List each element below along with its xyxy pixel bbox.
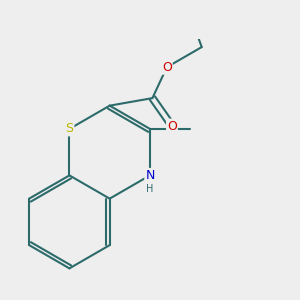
Text: H: H bbox=[146, 184, 154, 194]
Text: S: S bbox=[65, 122, 74, 135]
Text: O: O bbox=[162, 61, 172, 74]
Text: N: N bbox=[145, 169, 154, 182]
Text: O: O bbox=[167, 119, 177, 133]
